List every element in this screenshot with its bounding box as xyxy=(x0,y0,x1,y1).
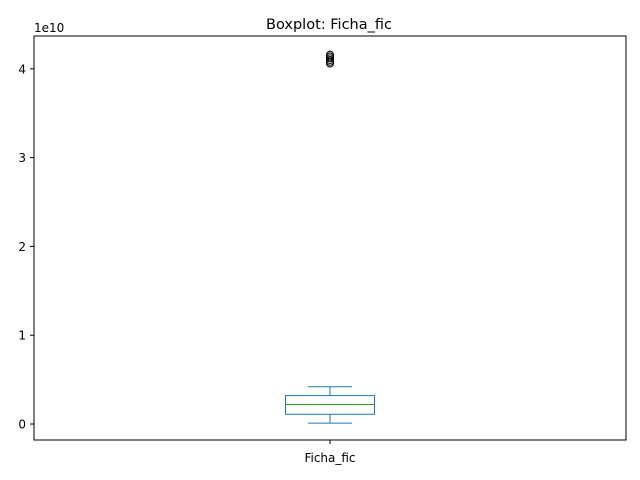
x-axis-ticks: Ficha_fic xyxy=(304,440,356,465)
y-tick-label: 2 xyxy=(18,240,26,254)
x-tick-label: Ficha_fic xyxy=(304,451,355,465)
y-tick-label: 1 xyxy=(18,329,26,343)
outlier-point xyxy=(326,50,334,59)
y-tick-label: 0 xyxy=(18,418,26,432)
plot-area-frame xyxy=(33,35,627,441)
y-axis-scale-label: 1e10 xyxy=(34,21,64,35)
chart-title: Boxplot: Ficha_fic xyxy=(266,17,392,33)
y-tick-label: 3 xyxy=(18,151,26,165)
y-tick-label: 4 xyxy=(18,62,26,76)
box-group xyxy=(285,50,375,424)
y-axis-ticks: 0 1 2 3 4 xyxy=(18,62,34,432)
